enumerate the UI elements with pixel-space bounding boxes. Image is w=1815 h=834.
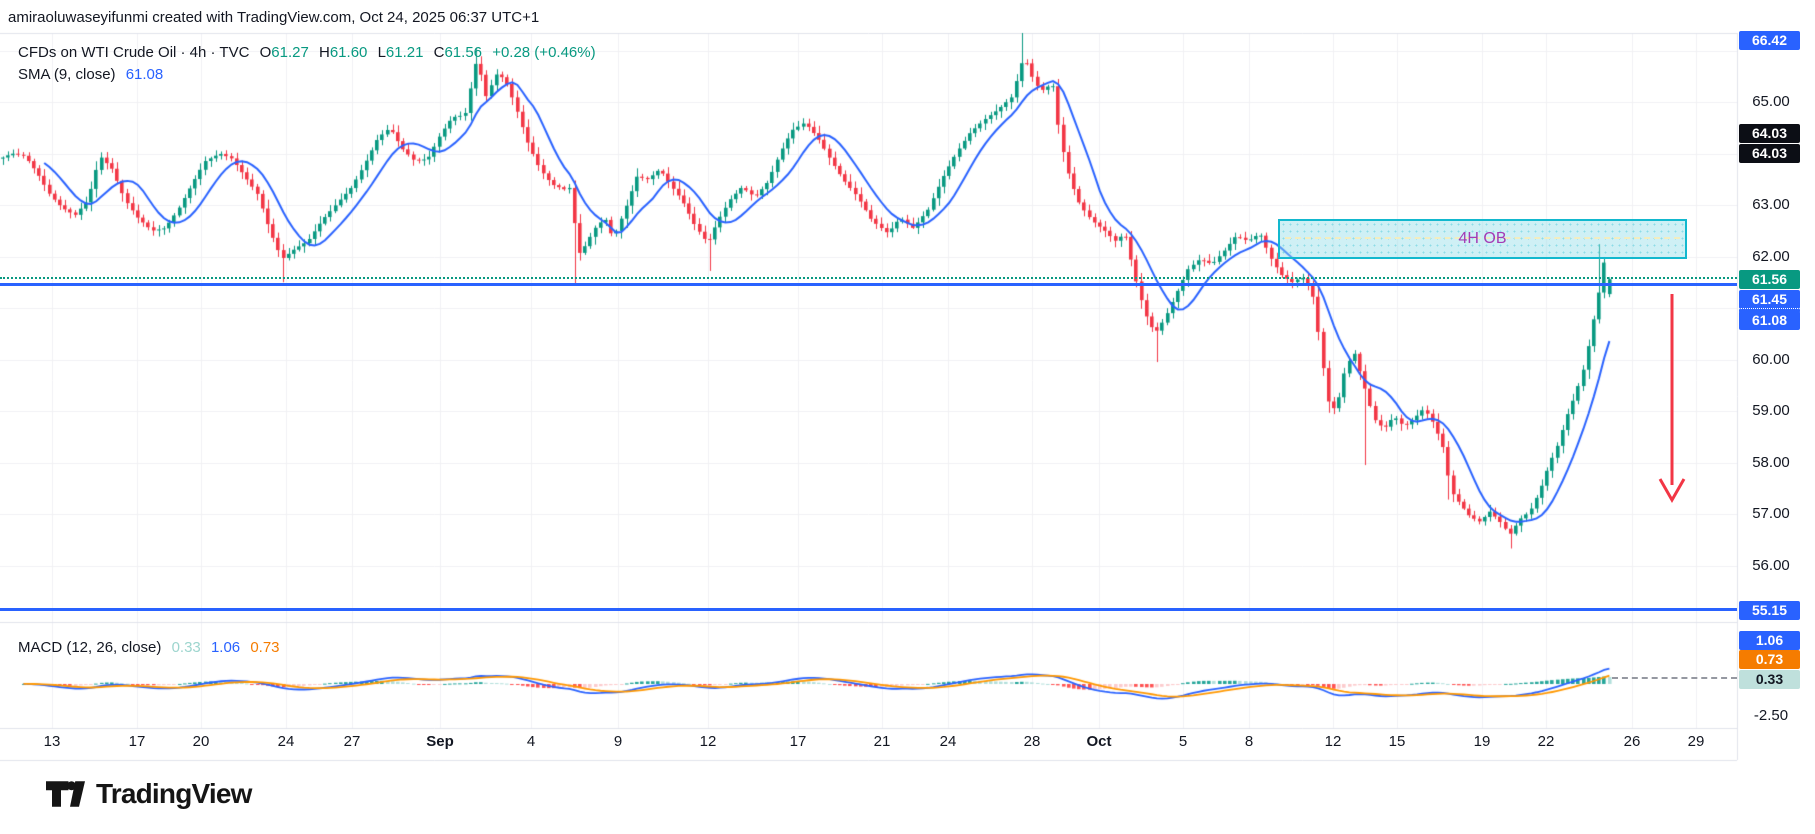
time-tick-5: 5 [1178, 733, 1188, 750]
tradingview-logo[interactable]: TradingView [45, 778, 252, 810]
price-badge-61.08: 61.08 [1739, 310, 1800, 330]
macd-hist-value: 0.33 [171, 639, 201, 656]
time-tick-24: 24 [939, 733, 957, 750]
time-tick-9: 9 [613, 733, 623, 750]
last-price-dotted-line[interactable] [0, 277, 1737, 279]
time-tick-17: 17 [789, 733, 807, 750]
macd-current-value-dashed-line [1612, 677, 1737, 679]
support-line-61-45[interactable] [0, 283, 1737, 286]
time-tick-Oct: Oct [1086, 733, 1112, 750]
symbol-title: CFDs on WTI Crude Oil · 4h · TVC [18, 44, 250, 61]
change-value: +0.28 (+0.46%) [492, 44, 596, 61]
time-tick-24: 24 [277, 733, 295, 750]
time-tick-29: 29 [1687, 733, 1705, 750]
ohlc-close-label: C [433, 44, 445, 61]
price-badge-1.06: 1.06 [1739, 630, 1800, 650]
time-tick-28: 28 [1023, 733, 1041, 750]
price-axis-label: 57.00 [1752, 505, 1790, 522]
time-tick-21: 21 [873, 733, 891, 750]
sma-label: SMA (9, close) [18, 66, 116, 83]
sma-legend[interactable]: SMA (9, close) 61.08 [18, 66, 163, 83]
time-tick-27: 27 [343, 733, 361, 750]
price-badge-61.56: 61.56 [1739, 269, 1800, 289]
time-tick-Sep: Sep [426, 733, 454, 750]
time-tick-17: 17 [128, 733, 146, 750]
price-badge-55.15: 55.15 [1739, 600, 1800, 620]
support-line-55-15[interactable] [0, 608, 1737, 611]
macd-axis-label: -2.50 [1753, 707, 1789, 724]
ohlc-high-value: 61.60 [329, 44, 368, 61]
price-axis-label: 56.00 [1752, 556, 1790, 574]
order-block-midline [1285, 237, 1680, 239]
price-axis-label: 60.00 [1752, 350, 1790, 368]
ohlc-open-label: O [259, 44, 272, 61]
ohlc-low-value: 61.21 [385, 44, 424, 61]
price-badge-66.42: 66.42 [1739, 30, 1800, 50]
price-badge-61.45: 61.45 [1739, 289, 1800, 309]
macd-signal-value: 0.73 [250, 639, 280, 656]
macd-label: MACD (12, 26, close) [18, 639, 162, 656]
down-arrow-icon [1658, 294, 1686, 504]
price-badge-0.73: 0.73 [1739, 649, 1800, 669]
time-tick-15: 15 [1388, 733, 1406, 750]
time-tick-8: 8 [1244, 733, 1254, 750]
bearish-projection-arrow[interactable] [1657, 292, 1687, 507]
time-tick-4: 4 [526, 733, 536, 750]
ohlc-open-value: 61.27 [271, 44, 309, 61]
price-badge-0.33: 0.33 [1739, 669, 1800, 689]
time-tick-13: 13 [43, 733, 61, 750]
tradingview-logo-icon [46, 781, 85, 807]
price-badge-64.03: 64.03 [1739, 123, 1800, 143]
price-axis-label: 62.00 [1752, 247, 1790, 265]
ohlc-close-value: 61.56 [444, 44, 483, 61]
macd-line-value: 1.06 [210, 639, 241, 656]
time-tick-12: 12 [1324, 733, 1342, 750]
time-tick-22: 22 [1537, 733, 1555, 750]
macd-legend[interactable]: MACD (12, 26, close) 0.33 1.06 0.73 [18, 639, 280, 656]
symbol-legend[interactable]: CFDs on WTI Crude Oil · 4h · TVC O61.27 … [18, 44, 596, 61]
ohlc-high-label: H [319, 44, 330, 61]
time-tick-19: 19 [1473, 733, 1491, 750]
price-axis-label: 65.00 [1752, 93, 1790, 110]
price-axis-label: 63.00 [1752, 196, 1790, 213]
time-tick-12: 12 [699, 733, 717, 750]
sma-value: 61.08 [125, 66, 164, 83]
price-axis-label: 58.00 [1752, 453, 1790, 471]
order-block-label: 4H OB [1458, 230, 1507, 247]
price-badge-64.03: 64.03 [1739, 143, 1800, 163]
ohlc-low-label: L [377, 44, 386, 61]
order-block-box[interactable]: 4H OB [1278, 219, 1687, 259]
price-axis-label: 59.00 [1752, 402, 1790, 419]
time-tick-26: 26 [1623, 733, 1641, 750]
time-tick-20: 20 [192, 733, 210, 750]
tradingview-wordmark: TradingView [96, 778, 252, 809]
